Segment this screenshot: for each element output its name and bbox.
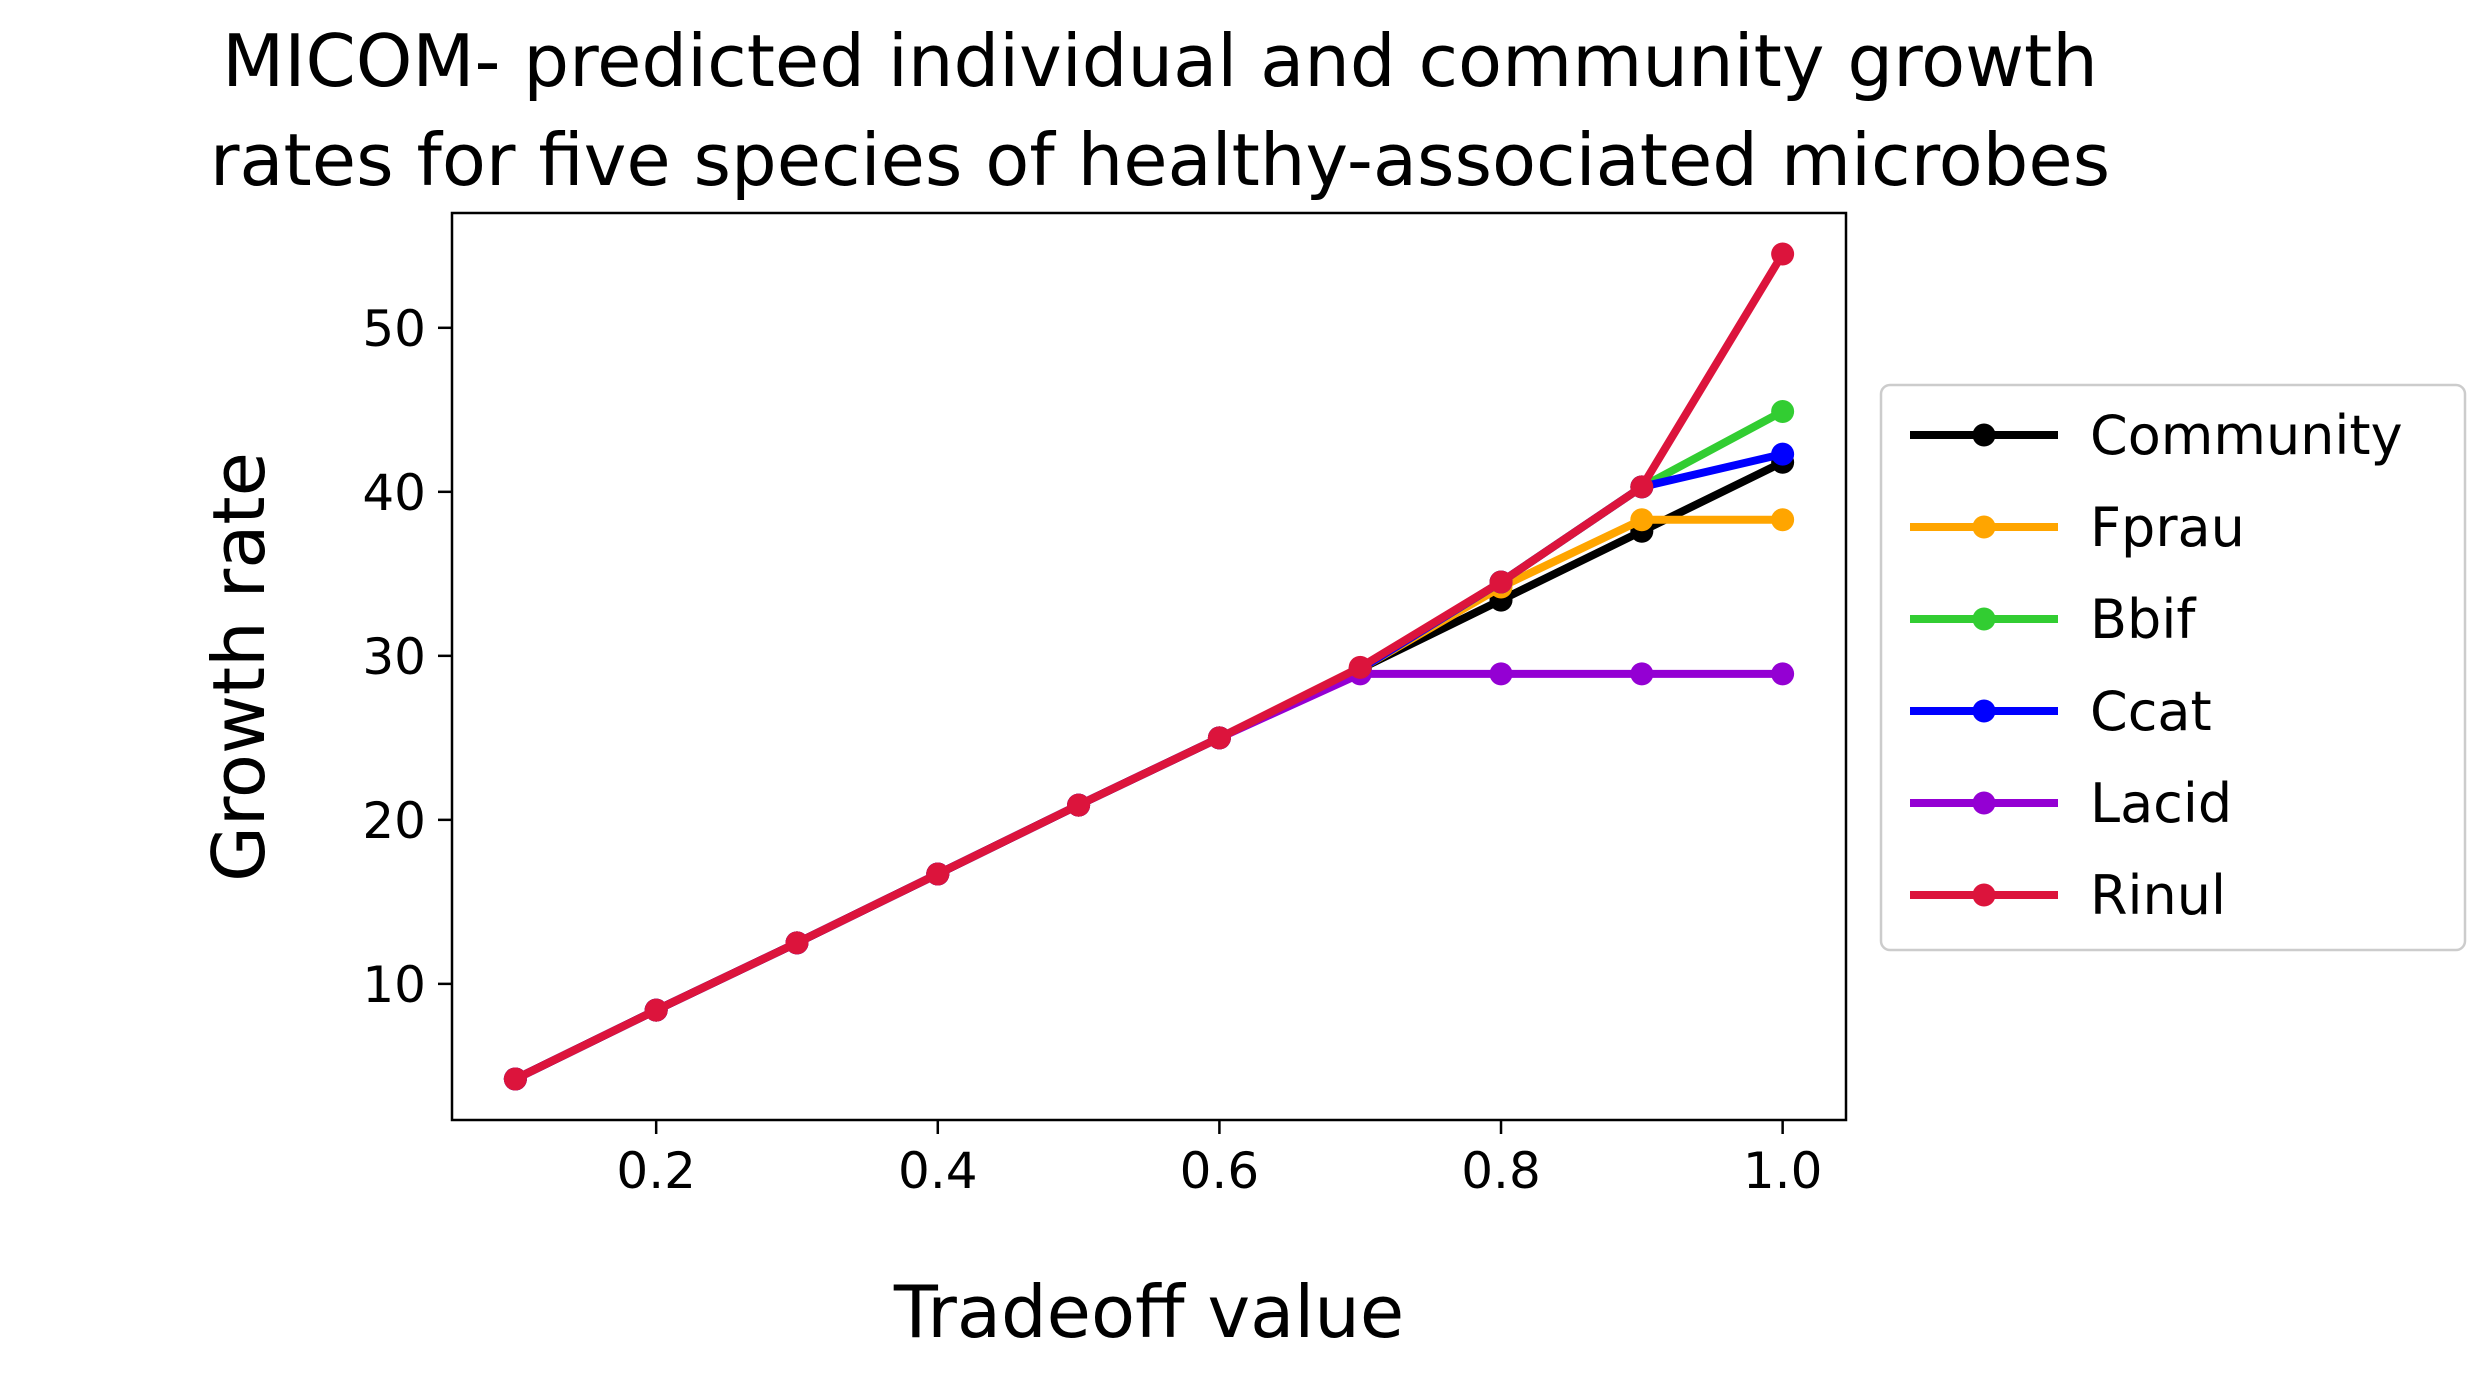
series-rinul (503, 242, 1795, 1091)
y-tick-label: 50 (362, 300, 426, 358)
series-line (511, 250, 1787, 1083)
legend-item-bbif: Bbif (1910, 588, 2197, 651)
legend-label: Bbif (2090, 588, 2197, 651)
legend-marker (1972, 515, 1996, 539)
data-point (1771, 242, 1795, 266)
legend-item-rinul: Rinul (1910, 864, 2226, 927)
data-point (1630, 508, 1654, 532)
data-point (1207, 726, 1231, 750)
legend-marker (1972, 791, 1996, 815)
legend-item-fprau: Fprau (1910, 496, 2245, 559)
x-axis-label: Tradeoff value (893, 1270, 1404, 1354)
data-point (1489, 570, 1513, 594)
series-line (511, 515, 1787, 1083)
y-tick-label: 10 (362, 956, 426, 1014)
plot-frame (450, 211, 1848, 1122)
data-point (1630, 475, 1654, 499)
data-point (1771, 399, 1795, 423)
data-point (1771, 508, 1795, 532)
legend-marker (1972, 883, 1996, 907)
legend-item-lacid: Lacid (1910, 772, 2232, 835)
y-tick-label: 20 (362, 792, 426, 850)
data-point (926, 862, 950, 886)
x-tick-label: 0.4 (898, 1142, 978, 1200)
data-point (1771, 662, 1795, 686)
data-point (1067, 793, 1091, 817)
x-tick-label: 1.0 (1743, 1142, 1823, 1200)
legend-label: Rinul (2090, 864, 2226, 927)
legend-item-community: Community (1910, 404, 2403, 467)
y-tick-label: 40 (362, 464, 426, 522)
data-point (1630, 662, 1654, 686)
legend-marker (1972, 607, 1996, 631)
y-tick-label: 30 (362, 628, 426, 686)
legend-label: Lacid (2090, 772, 2232, 835)
x-tick-label: 0.6 (1180, 1142, 1260, 1200)
y-axis-label: Growth rate (197, 452, 281, 882)
legend-label: Community (2090, 404, 2403, 467)
chart-title-line-2: rates for five species of healthy-associ… (210, 118, 2110, 202)
data-point (1771, 442, 1795, 466)
x-tick-label: 0.2 (616, 1142, 696, 1200)
series-line (511, 407, 1787, 1083)
legend: Community Fprau Bbif Ccat Lacid Rinul (1879, 383, 2467, 952)
data-point (1348, 655, 1372, 679)
data-point (503, 1067, 527, 1091)
chart-title-line-1: MICOM- predicted individual and communit… (222, 19, 2098, 103)
legend-label: Fprau (2090, 496, 2245, 559)
data-point (785, 931, 809, 955)
data-point (644, 998, 668, 1022)
x-tick-label: 0.8 (1461, 1142, 1541, 1200)
data-point (1489, 662, 1513, 686)
legend-item-ccat: Ccat (1910, 680, 2212, 743)
series-fprau (503, 508, 1795, 1091)
legend-label: Ccat (2090, 680, 2212, 743)
series-lacid (503, 662, 1795, 1091)
legend-marker (1972, 423, 1996, 447)
series-line (511, 669, 1787, 1083)
legend-marker (1972, 699, 1996, 723)
